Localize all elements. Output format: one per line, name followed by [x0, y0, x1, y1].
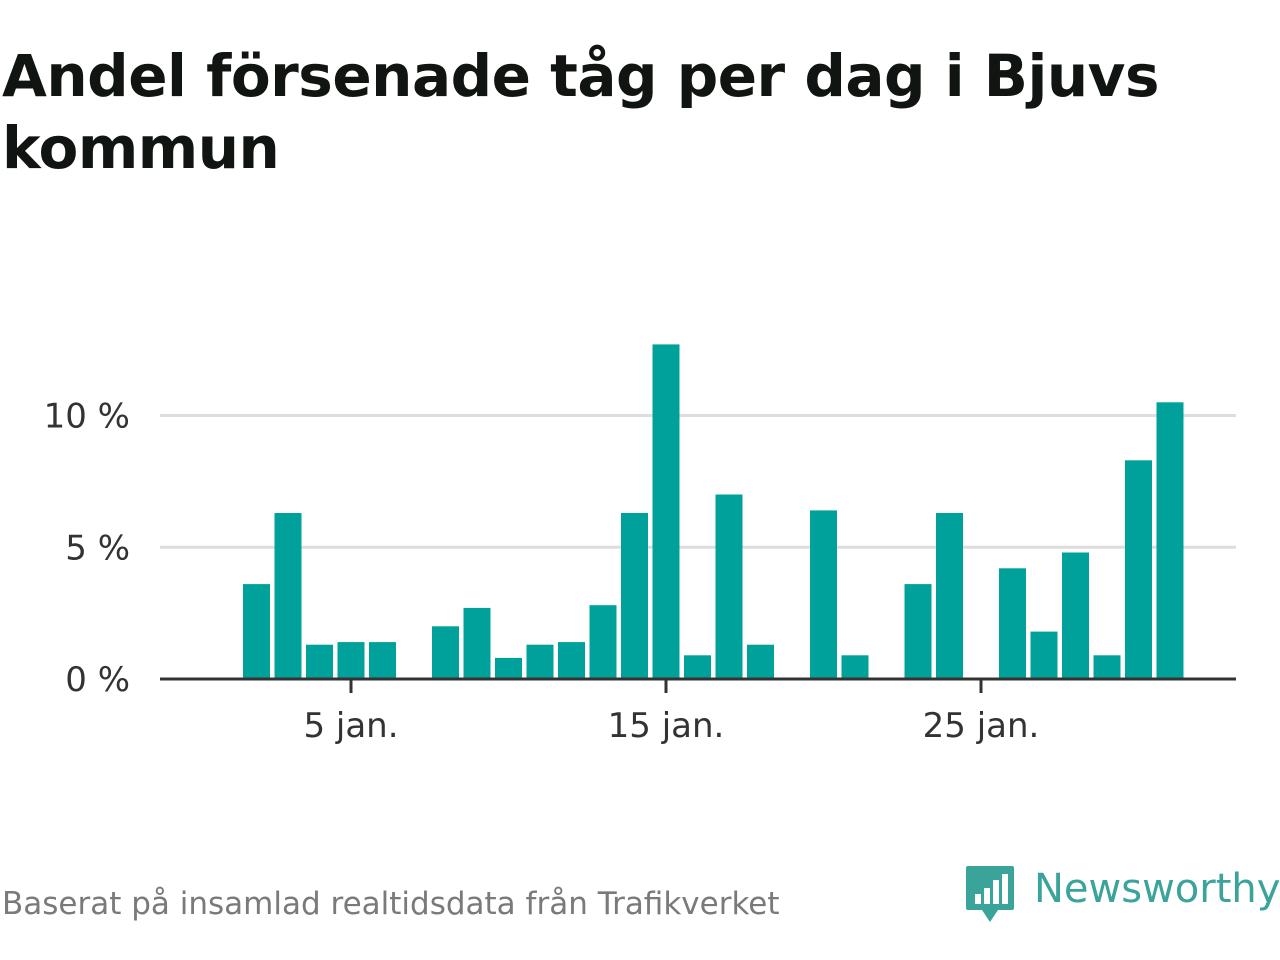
bar-3-jan — [274, 513, 302, 679]
bar-17-jan — [715, 494, 743, 679]
bar-10-jan — [495, 657, 522, 679]
bars — [243, 344, 1184, 679]
bar-28-jan — [1062, 552, 1089, 679]
x-tick-label: 5 jan. — [303, 706, 398, 746]
y-tick-label: 10 % — [44, 397, 130, 437]
bar-27-jan — [1030, 631, 1058, 679]
bar-2-jan — [243, 584, 270, 679]
bar-21-jan — [841, 655, 869, 679]
bar-chart-speech-bubble-icon — [966, 866, 1014, 922]
brand-name: Newsworthy — [1034, 866, 1280, 912]
bar-14-jan — [621, 513, 648, 679]
bar-9-jan — [463, 607, 491, 679]
bar-5-jan — [337, 642, 365, 679]
bar-12-jan — [558, 642, 585, 679]
x-tick-label: 15 jan. — [608, 706, 725, 746]
bar-16-jan — [684, 655, 711, 679]
bar-11-jan — [526, 644, 554, 679]
bar-29-jan — [1093, 655, 1121, 679]
bar-20-jan — [810, 510, 837, 679]
bar-13-jan — [589, 605, 617, 679]
gridlines — [160, 414, 1236, 549]
bar-18-jan — [747, 644, 774, 679]
bar-31-jan — [1156, 402, 1184, 679]
bar-8-jan — [432, 626, 459, 679]
brand-logo: Newsworthy — [964, 864, 1280, 928]
y-tick-label: 0 % — [65, 660, 130, 700]
bar-23-jan — [904, 584, 932, 679]
bar-4-jan — [306, 644, 333, 679]
chart-title: Andel försenade tåg per dag i Bjuvs komm… — [2, 42, 1160, 182]
bar-15-jan — [652, 344, 680, 679]
source-note: Baserat på insamlad realtidsdata från Tr… — [2, 886, 780, 922]
bar-6-jan — [369, 642, 396, 679]
x-tick-label: 25 jan. — [923, 706, 1040, 746]
y-tick-label: 5 % — [65, 528, 130, 568]
bar-30-jan — [1125, 460, 1152, 679]
bar-26-jan — [999, 568, 1026, 679]
axes — [160, 677, 1236, 693]
tick-labels: 0 % 5 % 10 % 5 jan. 15 jan. 25 jan. — [44, 397, 1040, 747]
bar-24-jan — [936, 513, 963, 679]
